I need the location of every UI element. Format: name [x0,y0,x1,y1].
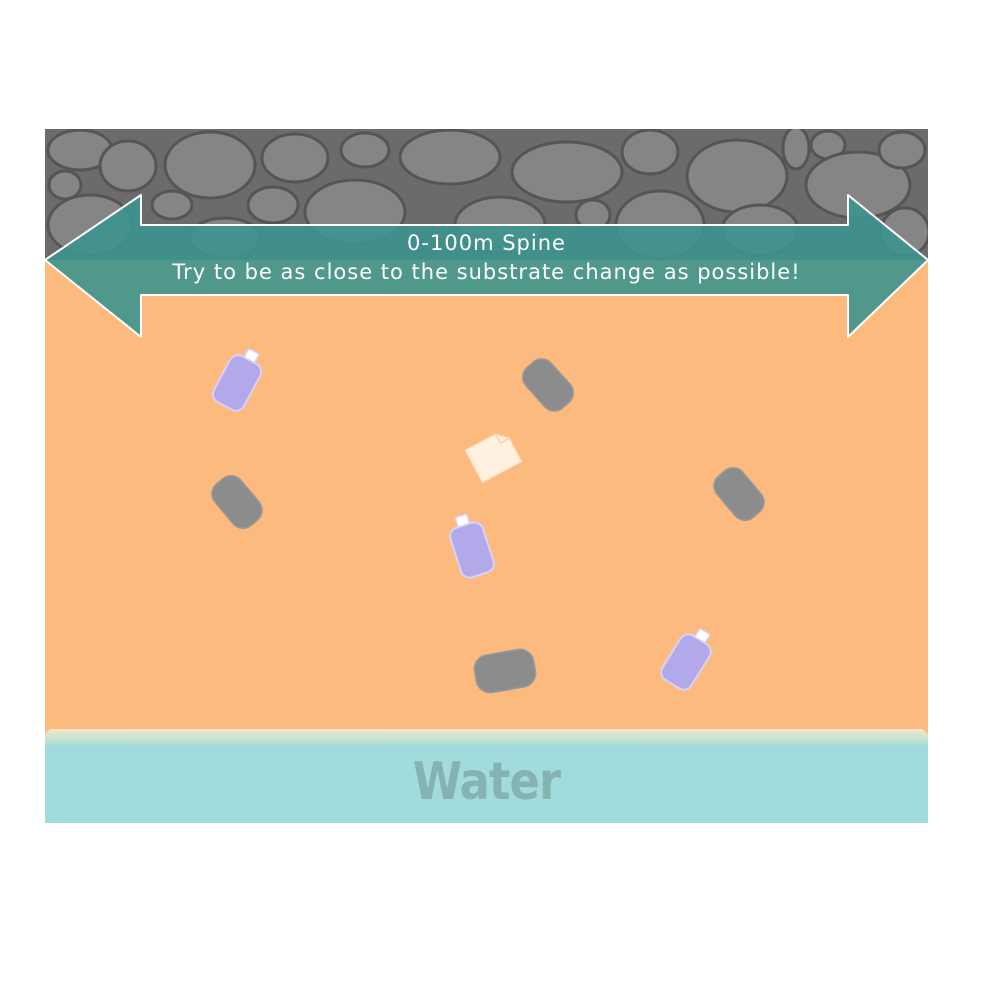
bottle-icon [211,348,263,412]
stone-icon [713,466,765,522]
stone-icon [473,648,537,694]
stone-icon [211,474,263,530]
spine-title: 0-100m Spine [407,231,566,255]
bottle-icon [449,513,495,579]
spine-subtitle: Try to be as close to the substrate chan… [172,260,801,284]
double-arrow-icon [44,194,929,338]
bottle-icon [660,628,712,691]
paper-icon [464,433,523,484]
stone-icon [521,358,575,412]
water-label: Water [412,752,561,812]
